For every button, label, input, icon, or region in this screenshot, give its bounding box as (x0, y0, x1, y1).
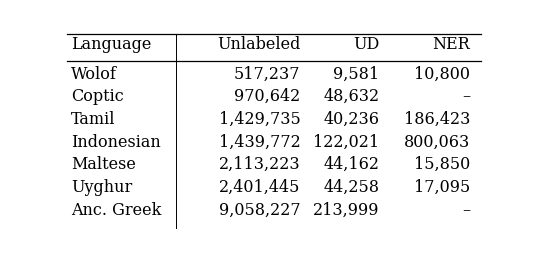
Text: Unlabeled: Unlabeled (217, 36, 301, 53)
Text: UD: UD (353, 36, 379, 53)
Text: 10,800: 10,800 (414, 66, 470, 83)
Text: 17,095: 17,095 (414, 179, 470, 196)
Text: Wolof: Wolof (71, 66, 117, 83)
Text: 1,439,772: 1,439,772 (219, 134, 301, 151)
Text: Indonesian: Indonesian (71, 134, 161, 151)
Text: 9,058,227: 9,058,227 (219, 201, 301, 219)
Text: 186,423: 186,423 (404, 111, 470, 128)
Text: 800,063: 800,063 (404, 134, 470, 151)
Text: 2,401,445: 2,401,445 (219, 179, 301, 196)
Text: Maltese: Maltese (71, 156, 136, 173)
Text: 9,581: 9,581 (333, 66, 379, 83)
Text: 2,113,223: 2,113,223 (219, 156, 301, 173)
Text: 213,999: 213,999 (313, 201, 379, 219)
Text: Anc. Greek: Anc. Greek (71, 201, 161, 219)
Text: 40,236: 40,236 (323, 111, 379, 128)
Text: Coptic: Coptic (71, 88, 124, 105)
Text: 1,429,735: 1,429,735 (219, 111, 301, 128)
Text: 44,258: 44,258 (323, 179, 379, 196)
Text: –: – (462, 88, 470, 105)
Text: Uyghur: Uyghur (71, 179, 132, 196)
Text: 15,850: 15,850 (414, 156, 470, 173)
Text: 44,162: 44,162 (323, 156, 379, 173)
Text: 122,021: 122,021 (313, 134, 379, 151)
Text: Language: Language (71, 36, 151, 53)
Text: 517,237: 517,237 (234, 66, 301, 83)
Text: –: – (462, 201, 470, 219)
Text: Tamil: Tamil (71, 111, 115, 128)
Text: 48,632: 48,632 (323, 88, 379, 105)
Text: 970,642: 970,642 (234, 88, 301, 105)
Text: NER: NER (433, 36, 470, 53)
